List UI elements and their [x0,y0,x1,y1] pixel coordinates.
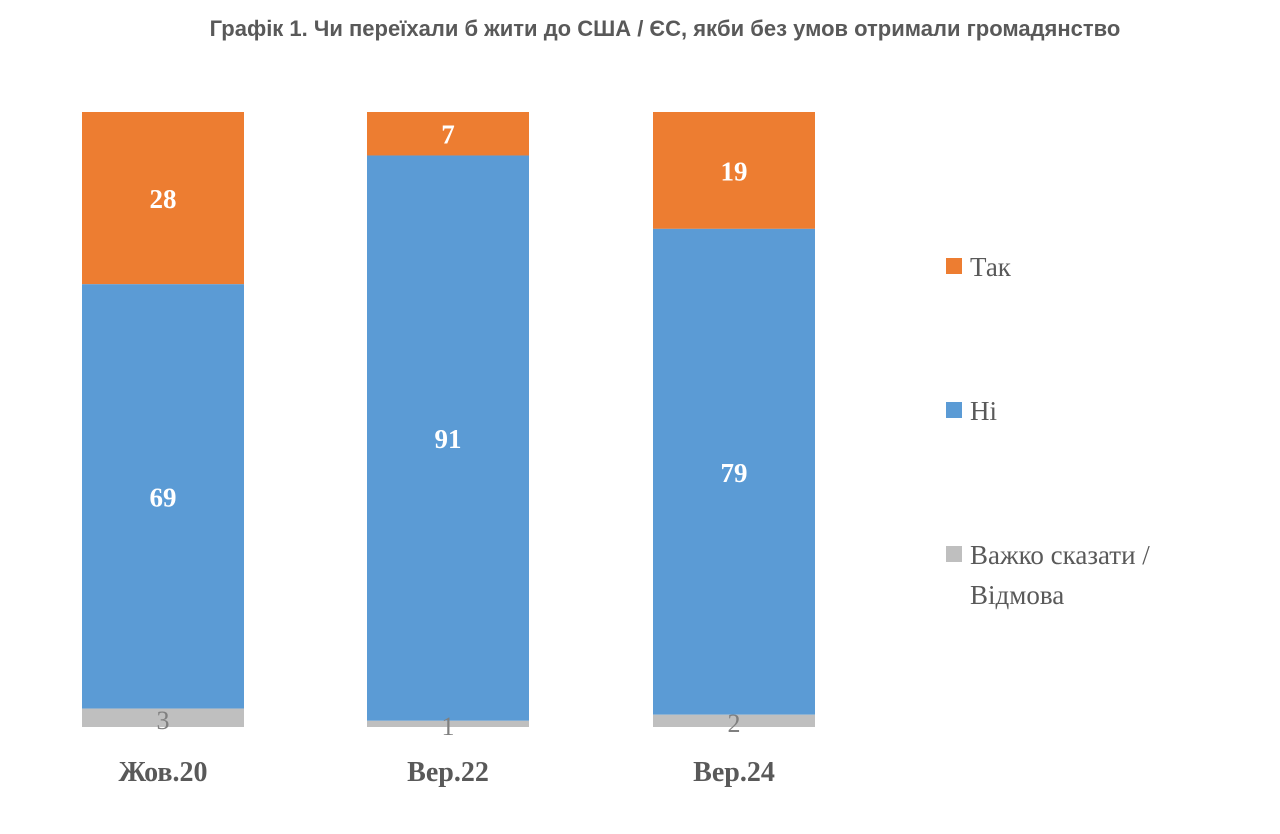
data-label: 91 [435,424,462,454]
bar-segment-yes [82,112,244,285]
legend-item: Ні [946,391,997,431]
bar-segment-hard-to-say [367,720,529,727]
legend-label: Ні [970,396,997,426]
legend-item: Важко сказати / Відмова [946,535,1150,615]
bar-segment-yes [367,112,529,156]
legend-label: Важко сказати / Відмова [970,540,1150,610]
bar-segment-no [367,155,529,721]
data-label: 69 [150,482,177,512]
legend-swatch [946,546,962,562]
data-label: 1 [442,712,455,741]
x-tick-label: Жов.20 [118,757,207,788]
data-label: 3 [157,706,170,735]
chart-title: Графік 1. Чи переїхали б жити до США / Є… [209,16,1121,41]
data-label: 79 [721,458,748,488]
data-label: 7 [441,120,455,150]
legend-swatch [946,258,962,274]
bar-segment-yes [653,112,815,229]
legend-label: Так [970,252,1011,282]
data-label: 28 [150,184,177,214]
data-label: 2 [728,709,741,738]
legend-item: Так [946,247,1011,287]
bar-segment-no [82,284,244,709]
bar-segment-hard-to-say [653,714,815,727]
x-tick-label: Вер.22 [407,757,489,788]
stacked-bar-chart: 28 69 3 Жов.20 7 91 1 Вер.22 19 79 2 Вер.24 [82,112,815,788]
bar-segment-hard-to-say [82,708,244,727]
x-tick-label: Вер.24 [693,757,775,788]
data-label: 19 [721,156,748,186]
bar-segment-no [653,228,815,715]
legend-swatch [946,402,962,418]
